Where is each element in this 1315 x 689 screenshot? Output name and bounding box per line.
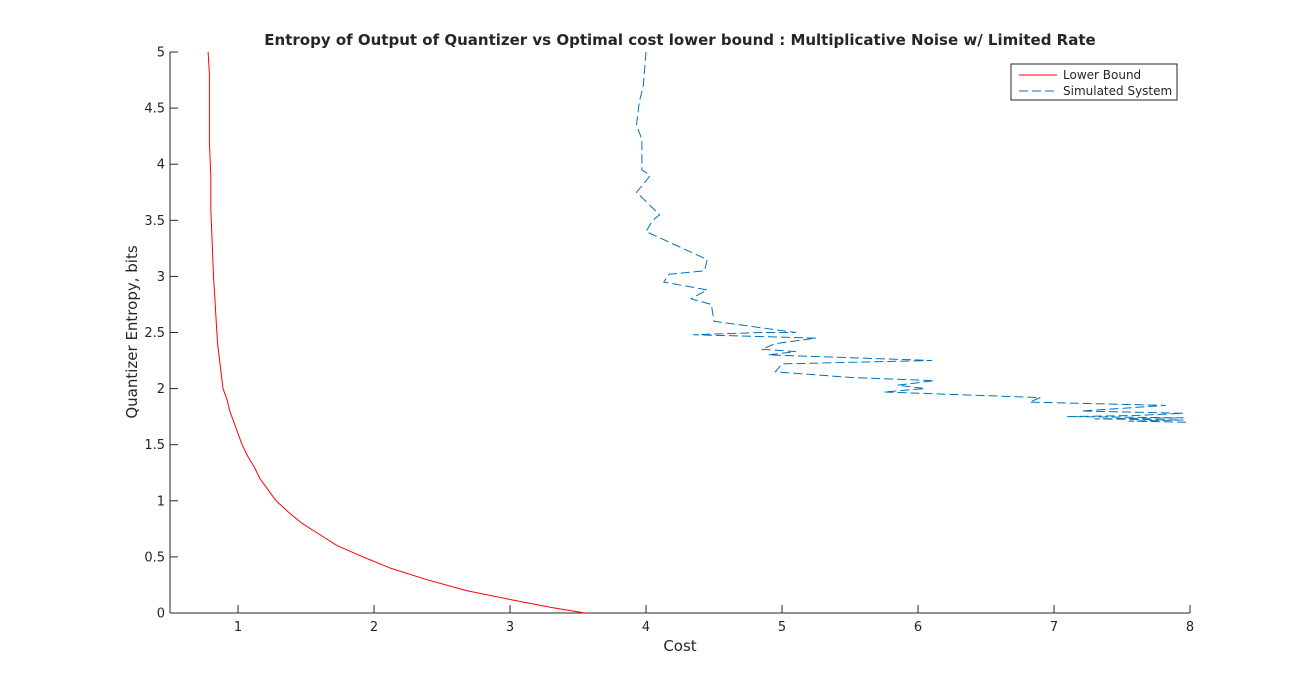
x-axis-label: Cost [663,637,696,655]
chart-title: Entropy of Output of Quantizer vs Optima… [264,31,1095,49]
y-tick-label: 0 [157,607,165,622]
x-tick-label: 6 [914,620,922,635]
y-tick-label: 2.5 [144,326,165,341]
ticks: 1 2 3 4 5 6 7 8 0 0.5 1 1.5 2 2.5 3 3.5 4 4.5 5 [144,46,1194,636]
x-tick-label: 5 [778,620,786,635]
x-tick-label: 3 [506,620,514,635]
series-layer [207,51,1191,614]
series-line-2 [636,51,1191,423]
legend-label: Simulated System [1063,84,1172,98]
y-tick-label: 5 [157,46,165,61]
legend-label: Lower Bound [1063,68,1141,82]
x-tick-label: 4 [642,620,650,635]
y-tick-label: 2 [157,382,165,397]
x-tick-label: 1 [234,620,242,635]
x-tick-label: 7 [1050,620,1058,635]
y-tick-label: 1.5 [144,438,165,453]
x-tick-label: 2 [370,620,378,635]
y-tick-label: 3 [157,270,165,285]
axes [169,52,1190,614]
y-tick-label: 4 [157,158,165,173]
legend-box [1010,63,1178,101]
y-tick-label: 3.5 [144,214,165,229]
legend: Lower Bound Simulated System [1010,63,1178,101]
y-tick-label: 1 [157,494,165,509]
x-tick-label: 8 [1186,620,1194,635]
y-tick-label: 0.5 [144,550,165,565]
y-tick-label: 4.5 [144,102,165,117]
y-axis-label: Quantizer Entropy, bits [123,245,141,418]
series-line-1 [207,51,585,614]
